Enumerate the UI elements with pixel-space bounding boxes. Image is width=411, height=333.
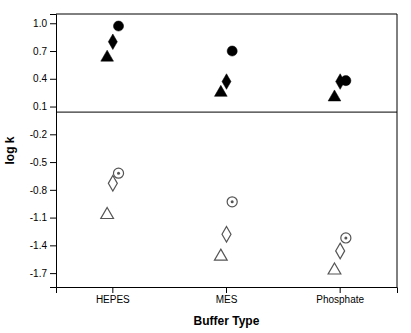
x-tick-mark <box>112 287 113 293</box>
x-tick: Phosphate <box>316 287 364 305</box>
y-tick-mark <box>50 134 56 135</box>
point <box>222 226 231 242</box>
x-tick-mark <box>340 287 341 293</box>
x-axis-line <box>57 288 398 294</box>
point <box>108 34 117 50</box>
x-tick-label: MES <box>216 294 238 305</box>
y-tick-label: -0.2 <box>30 129 48 140</box>
y-tick-mark <box>50 162 56 163</box>
point <box>227 197 237 207</box>
reference-line <box>56 112 397 113</box>
point <box>214 249 227 260</box>
y-tick-label: 0.4 <box>33 73 47 84</box>
series <box>113 21 350 86</box>
y-tick: -0.8 <box>30 185 56 196</box>
series <box>108 34 344 89</box>
y-tick-mark <box>50 107 56 108</box>
y-tick: 0.4 <box>33 73 56 84</box>
y-axis: 0.1 0.4 0.7 1.0 -0.2 -0.5 -0.8 -1.1 -1.4 -1.7 <box>30 15 57 288</box>
x-tick-mark <box>226 287 227 293</box>
chart: 0.1 0.4 0.7 1.0 -0.2 -0.5 -0.8 -1.1 -1.4 -1.7 HEPE… <box>0 0 411 333</box>
series <box>113 168 350 243</box>
y-tick: 1.0 <box>33 18 56 29</box>
x-axis: HEPES MES Phosphate <box>57 287 398 305</box>
center-dot <box>344 236 347 239</box>
y-tick-mark <box>50 218 56 219</box>
center-dot <box>231 200 234 203</box>
y-tick-mark <box>50 245 56 246</box>
y-tick-label: -0.5 <box>30 157 48 168</box>
point <box>214 85 227 96</box>
y-axis-title: log k <box>3 136 17 164</box>
x-tick: HEPES <box>96 287 130 305</box>
point <box>113 21 123 31</box>
y-tick-label: -1.1 <box>30 212 48 223</box>
point <box>101 50 114 61</box>
point <box>227 46 237 56</box>
point <box>341 233 351 243</box>
point <box>328 90 341 101</box>
y-tick: -0.5 <box>30 157 56 168</box>
y-tick: 0.7 <box>33 46 56 57</box>
y-tick-mark <box>50 79 56 80</box>
y-tick: 0.1 <box>33 101 56 112</box>
x-tick: MES <box>216 287 238 305</box>
y-tick-mark <box>50 51 56 52</box>
point <box>113 168 123 178</box>
y-tick-mark <box>50 190 56 191</box>
frame-line <box>56 14 397 15</box>
center-dot <box>117 172 120 175</box>
x-tick-label: HEPES <box>96 294 130 305</box>
point <box>336 243 345 259</box>
series <box>101 207 341 274</box>
y-tick: -1.1 <box>30 212 56 223</box>
y-tick-label: 0.7 <box>33 46 47 57</box>
point <box>222 74 231 90</box>
series <box>108 176 344 259</box>
y-tick-label: 0.1 <box>33 101 47 112</box>
point <box>101 207 114 218</box>
point <box>328 263 341 274</box>
frame-line <box>397 14 398 287</box>
y-tick: -1.4 <box>30 240 56 251</box>
y-tick: -1.7 <box>30 268 56 279</box>
y-tick-label: 1.0 <box>33 18 47 29</box>
y-tick-mark <box>50 273 56 274</box>
plot-area <box>56 21 397 274</box>
y-tick-mark <box>50 23 56 24</box>
y-tick-label: -1.7 <box>30 268 48 279</box>
x-tick-label: Phosphate <box>316 294 364 305</box>
y-tick-label: -1.4 <box>30 240 48 251</box>
y-axis-line <box>50 15 57 288</box>
series <box>101 50 341 101</box>
y-tick: -0.2 <box>30 129 56 140</box>
point <box>108 176 117 192</box>
point <box>336 74 345 90</box>
y-tick-label: -0.8 <box>30 185 48 196</box>
x-axis-title: Buffer Type <box>194 314 260 328</box>
